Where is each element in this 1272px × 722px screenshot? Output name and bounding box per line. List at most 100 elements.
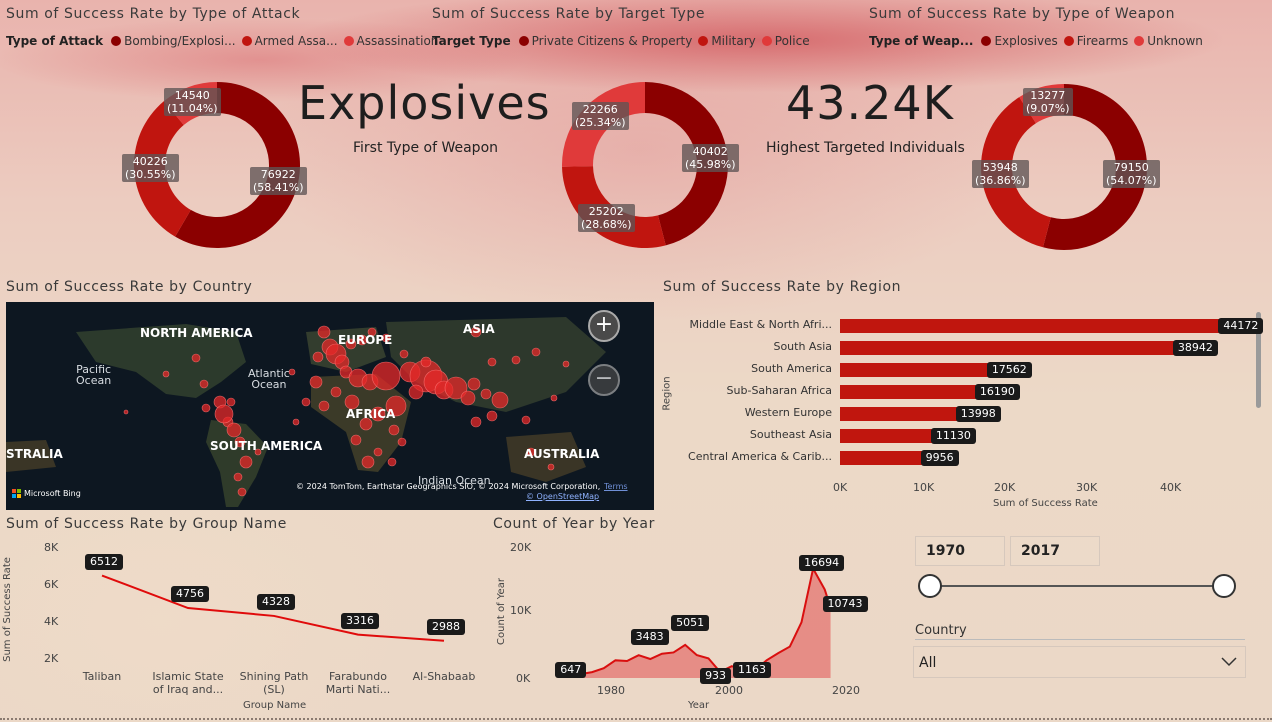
map-bubble[interactable] (460, 390, 476, 406)
map-bubble[interactable] (201, 403, 211, 413)
map-bubble[interactable] (233, 472, 243, 482)
country-map[interactable]: NORTH AMERICA EUROPE ASIA AFRICA SOUTH A… (6, 302, 654, 510)
legend-item[interactable]: Bombing/Explosi... (109, 34, 236, 48)
map-bubble[interactable] (526, 447, 536, 457)
region-bar[interactable] (840, 341, 1179, 355)
map-bubble[interactable] (318, 400, 330, 412)
legend-item[interactable]: Explosives (979, 34, 1058, 48)
map-bubble[interactable] (388, 424, 400, 436)
map-bubble[interactable] (470, 326, 482, 338)
map-bubble[interactable] (199, 379, 209, 389)
legend-item[interactable]: Military (696, 34, 756, 48)
year-area-chart[interactable]: Count of Year 20K 10K 0K 1980 2000 2020 … (490, 536, 890, 716)
map-bubble[interactable] (191, 353, 201, 363)
map-bubble[interactable] (237, 487, 247, 497)
attack-legend[interactable]: Type of Attack Bombing/Explosi... Armed … (6, 34, 442, 48)
year-slider-end-handle[interactable] (1212, 574, 1236, 598)
map-osm-link[interactable]: © OpenStreetMap (526, 492, 600, 501)
map-bubble[interactable] (123, 409, 129, 415)
map-bubble[interactable] (480, 388, 492, 400)
map-bubble[interactable] (373, 447, 383, 457)
map-bubble[interactable] (467, 377, 481, 391)
donut-slice[interactable] (1042, 84, 1147, 251)
map-bubble[interactable] (408, 384, 424, 400)
map-bubbles[interactable] (6, 302, 654, 510)
legend-item[interactable]: Private Citizens & Property (517, 34, 692, 48)
region-scrollbar[interactable] (1256, 312, 1261, 408)
map-bubble[interactable] (370, 406, 386, 422)
map-bubble[interactable] (420, 356, 432, 368)
map-bubble[interactable] (330, 386, 342, 398)
map-bubble[interactable] (359, 417, 373, 431)
map-bubble[interactable] (226, 422, 242, 438)
target-legend[interactable]: Target Type Private Citizens & Property … (432, 34, 814, 48)
map-bubble[interactable] (344, 394, 360, 410)
map-bubble[interactable] (387, 457, 397, 467)
map-bubble[interactable] (254, 448, 262, 456)
legend-item[interactable]: Armed Assa... (240, 34, 338, 48)
map-bubble[interactable] (511, 355, 521, 365)
region-bar[interactable] (840, 429, 937, 443)
region-bar-chart[interactable]: Region Sum of Success Rate 0K 10K 20K 30… (660, 310, 1266, 510)
map-bubble[interactable] (226, 397, 236, 407)
map-bubble[interactable] (162, 370, 170, 378)
map-bubble[interactable] (521, 415, 531, 425)
map-bubble[interactable] (470, 416, 482, 428)
map-bubble[interactable] (444, 376, 468, 400)
map-bubble[interactable] (361, 455, 375, 469)
map-bubble[interactable] (214, 404, 234, 424)
map-bubble[interactable] (486, 410, 498, 422)
donut-slice[interactable] (175, 82, 301, 248)
map-bubble[interactable] (562, 360, 570, 368)
map-bubble[interactable] (239, 455, 253, 469)
map-bubble[interactable] (550, 394, 558, 402)
map-bubble[interactable] (309, 375, 323, 389)
zoom-in-button[interactable]: + (588, 310, 620, 342)
attack-panel[interactable]: Sum of Success Rate by Type of Attack Ty… (6, 4, 438, 264)
group-line-chart[interactable]: Sum of Success Rate 8K 6K 4K 2K Taliban … (0, 536, 480, 716)
region-bar[interactable] (840, 363, 993, 377)
year-slider-start-handle[interactable] (918, 574, 942, 598)
region-bar[interactable] (840, 319, 1225, 333)
weapon-legend[interactable]: Type of Weap... Explosives Firearms Unkn… (869, 34, 1207, 48)
map-bubble[interactable] (491, 391, 509, 409)
donut-slice[interactable] (981, 97, 1051, 248)
map-bubble[interactable] (356, 334, 368, 346)
map-bubble[interactable] (350, 434, 362, 446)
year-slider-track[interactable] (930, 585, 1225, 587)
map-bubble[interactable] (292, 418, 300, 426)
country-dropdown[interactable]: All (913, 646, 1246, 678)
map-terms-link[interactable]: Terms (604, 482, 628, 491)
year-line[interactable] (557, 565, 832, 676)
map-bubble[interactable] (547, 463, 555, 471)
legend-item[interactable]: Unknown (1132, 34, 1203, 48)
map-bubble[interactable] (487, 357, 497, 367)
start-year-input[interactable]: 1970 (915, 536, 1005, 566)
map-bubble[interactable] (234, 436, 246, 448)
legend-item[interactable]: Police (760, 34, 810, 48)
year-area-plot[interactable] (490, 536, 890, 716)
group-line-plot[interactable] (0, 536, 480, 716)
map-bubble[interactable] (385, 395, 407, 417)
donut-slice[interactable] (645, 82, 728, 246)
region-bar[interactable] (840, 451, 927, 465)
map-bubble[interactable] (301, 397, 311, 407)
map-bubble[interactable] (317, 325, 331, 339)
map-bubble[interactable] (371, 361, 401, 391)
weapon-panel[interactable]: Sum of Success Rate by Type of Weapon Ty… (869, 4, 1269, 264)
map-bubble[interactable] (367, 327, 377, 337)
region-bar[interactable] (840, 385, 981, 399)
target-panel[interactable]: Sum of Success Rate by Target Type Targe… (432, 4, 852, 264)
region-bar[interactable] (840, 407, 962, 421)
legend-item[interactable]: Firearms (1062, 34, 1128, 48)
map-bubble[interactable] (345, 338, 357, 350)
map-bubble[interactable] (312, 351, 324, 363)
map-bubble[interactable] (381, 333, 391, 343)
map-bubble[interactable] (531, 347, 541, 357)
group-line[interactable] (101, 574, 445, 642)
map-bubble[interactable] (288, 368, 296, 376)
map-bubble[interactable] (397, 437, 407, 447)
end-year-input[interactable]: 2017 (1010, 536, 1100, 566)
map-bubble[interactable] (399, 349, 409, 359)
zoom-out-button[interactable]: − (588, 364, 620, 396)
